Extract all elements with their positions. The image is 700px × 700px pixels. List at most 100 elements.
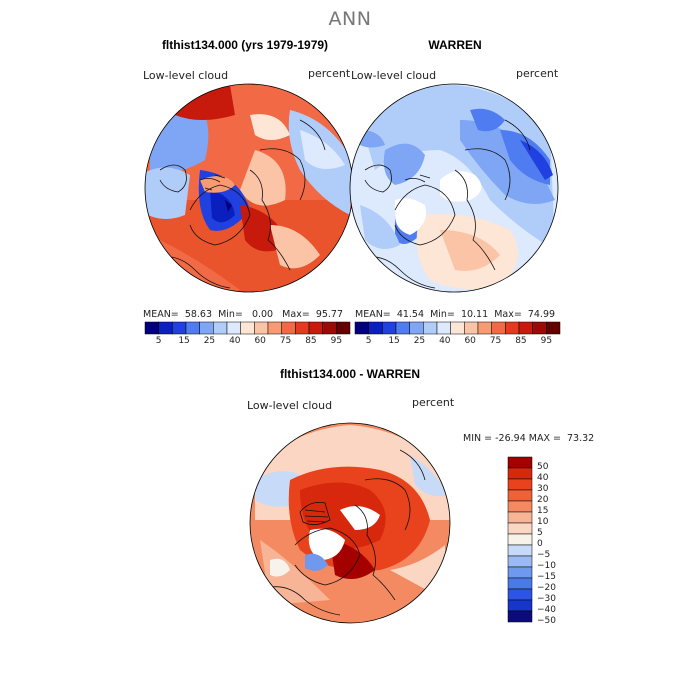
panel3-colorbar-swatch: [507, 467, 533, 480]
panel2-colorbar-ticks: 5 15 25 40 60 75 85 95: [355, 336, 560, 348]
panel2-colorbar-swatch: [505, 321, 520, 335]
panel1-colorbar-swatch: [322, 321, 337, 335]
panel3-colorbar: [507, 456, 533, 623]
panel2-mean-label: MEAN=: [355, 309, 391, 320]
panel2-colorbar-swatch: [382, 321, 397, 335]
panel1-units-label: percent: [308, 67, 351, 80]
panel2-colorbar-swatch: [477, 321, 492, 335]
panel1-title: flthist134.000 (yrs 1979-1979): [161, 38, 329, 52]
panel3-colorbar-swatch: [507, 500, 533, 513]
panel2-coastlines: [354, 119, 531, 289]
panel1-colorbar-ticks: 5 15 25 40 60 75 85 95: [145, 336, 350, 348]
panel3-title: flthist134.000 - WARREN: [279, 367, 421, 381]
panel3-max-label: MAX =: [528, 433, 561, 444]
panel2-max-label: Max=: [494, 309, 522, 320]
panel2-min-value: 10.11: [460, 309, 489, 320]
panel1-variable-label: Low-level cloud: [143, 69, 229, 82]
panel3-stats: MIN = -26.94 MAX = 73.32: [463, 433, 594, 444]
panel3-colorbar-tick-label: 30: [537, 484, 549, 494]
panel1-mean-label: MEAN=: [143, 309, 179, 320]
panel3-map-field: [250, 423, 450, 623]
panel3-colorbar-swatch: [507, 588, 533, 601]
panel1-colorbar: [144, 321, 351, 335]
panel3-colorbar-swatch: [507, 456, 533, 469]
panel1-colorbar-swatch: [172, 321, 187, 335]
panel2-colorbar-swatch: [368, 321, 383, 335]
panel3-colorbar-tick-label: −50: [537, 616, 556, 626]
panel1-colorbar-tick-label: 95: [330, 336, 343, 346]
panel3-colorbar-swatch: [507, 511, 533, 524]
panel3-colorbar-ticks: 50 40 30 20 15 10 5 0 −5 −10 −15 −20 −30 −40 −50: [537, 457, 577, 626]
panel3-colorbar-tick-label: 10: [537, 517, 549, 527]
panel1-colorbar-swatch: [185, 321, 200, 335]
panel1-colorbar-tick-label: 15: [178, 336, 190, 346]
panel3-colorbar-tick-label: 20: [537, 495, 549, 505]
panel1-colorbar-tick-label: 40: [229, 336, 241, 346]
panel3-colorbar-tick-label: 40: [537, 473, 549, 483]
panel3-variable-label: Low-level cloud: [247, 399, 333, 412]
panel3-colorbar-tick-label: −5: [537, 550, 551, 560]
panel2-colorbar-swatch: [423, 321, 438, 335]
panel1-colorbar-swatch: [213, 321, 228, 335]
panel1-colorbar-swatch: [295, 321, 310, 335]
panel2-units-label: percent: [516, 67, 559, 80]
panel2-colorbar-tick-label: 5: [365, 336, 372, 346]
panel2-colorbar-swatch: [450, 321, 465, 335]
panel3-colorbar-tick-label: −30: [537, 594, 556, 604]
panel3-colorbar-tick-label: −15: [537, 572, 556, 582]
panel3-max-value: 73.32: [567, 433, 595, 444]
panel2-colorbar-tick-label: 95: [540, 336, 553, 346]
panel3-units-label: percent: [412, 396, 455, 409]
panel2-colorbar-tick-label: 15: [388, 336, 400, 346]
main-title: ANN: [328, 8, 372, 30]
panel1-max-label: Max=: [282, 309, 310, 320]
panel1-colorbar-swatch: [199, 321, 214, 335]
panel3-colorbar-tick-label: −20: [537, 583, 556, 593]
panel2-colorbar-swatch: [436, 321, 451, 335]
panel3-colorbar-swatch: [507, 555, 533, 568]
panel3-map-border: [249, 422, 451, 624]
panel1-colorbar-swatch: [308, 321, 323, 335]
panel3-coastlines: [259, 449, 426, 616]
panel2-colorbar-tick-label: 25: [413, 336, 426, 346]
panel3-colorbar-swatch: [507, 544, 533, 557]
panel2-max-value: 74.99: [527, 309, 556, 320]
panel3-colorbar-tick-label: 15: [537, 506, 549, 516]
panel3-colorbar-tick-label: −40: [537, 605, 556, 615]
panel1-colorbar-tick-label: 75: [279, 336, 292, 346]
panel1-min-label: Min=: [218, 309, 243, 320]
panel3-colorbar-swatch: [507, 489, 533, 502]
panel2-title: WARREN: [428, 38, 482, 52]
panel1-colorbar-swatch: [144, 321, 159, 335]
panel3-colorbar-tick-label: −10: [537, 561, 556, 571]
panel2-colorbar-swatch: [395, 321, 410, 335]
panel2-colorbar-tick-label: 85: [515, 336, 527, 346]
panel2-colorbar-swatch: [409, 321, 424, 335]
panel3-colorbar-tick-label: 50: [537, 462, 549, 472]
panel2-colorbar-swatch: [518, 321, 533, 335]
panel3-colorbar-tick-label: 5: [537, 528, 543, 538]
panel1-coastlines: [149, 119, 326, 289]
panel1-colorbar-swatch: [158, 321, 173, 335]
panel3-colorbar-swatch: [507, 533, 533, 546]
panel1-colorbar-swatch: [267, 321, 282, 335]
panel3-colorbar-tick-label: 0: [537, 539, 543, 549]
panel2-mean-value: 41.54: [396, 309, 425, 320]
panel3-min-label: MIN =: [463, 433, 493, 444]
panel2-colorbar-tick-label: 75: [489, 336, 502, 346]
panel3-colorbar-swatch: [507, 599, 533, 612]
panel3-colorbar-swatch: [507, 478, 533, 491]
panel2-map-field: [350, 84, 558, 292]
panel2-map-border: [349, 83, 559, 293]
panel2-colorbar-swatch: [491, 321, 506, 335]
panel1-colorbar-swatch: [336, 321, 351, 335]
panel2-colorbar-tick-label: 60: [464, 336, 476, 346]
panel1-mean-value: 58.63: [184, 309, 213, 320]
panel1-colorbar-swatch: [254, 321, 269, 335]
panel1-colorbar-tick-label: 60: [254, 336, 266, 346]
panel1-colorbar-tick-label: 25: [203, 336, 216, 346]
panel2-stats: MEAN= 41.54 Min= 10.11 Max= 74.99: [355, 309, 555, 320]
panel3-min-value: -26.94: [495, 433, 526, 444]
panel1-colorbar-tick-label: 5: [155, 336, 162, 346]
